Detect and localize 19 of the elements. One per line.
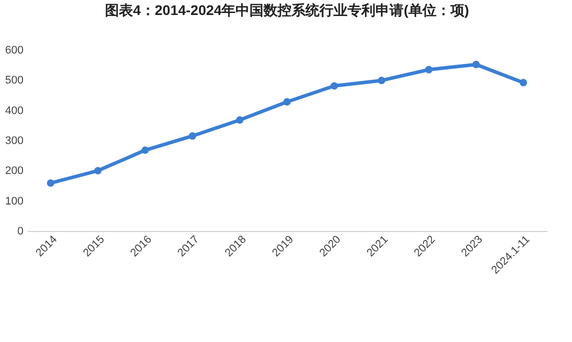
y-tick-label: 500 bbox=[5, 74, 24, 87]
y-tick-label: 300 bbox=[5, 135, 24, 147]
y-tick-label: 400 bbox=[5, 104, 24, 117]
point bbox=[330, 82, 338, 90]
y-tick-label: 600 bbox=[5, 44, 24, 56]
point bbox=[283, 98, 291, 106]
point bbox=[378, 76, 386, 84]
point bbox=[236, 116, 244, 124]
point bbox=[425, 66, 433, 74]
point bbox=[46, 179, 54, 187]
chart-title: 图表4：2014-2024年中国数控系统行业专利申请(单位：项) bbox=[104, 2, 470, 18]
point bbox=[188, 132, 196, 140]
y-tick-label: 100 bbox=[5, 195, 24, 208]
point bbox=[141, 146, 149, 154]
y-tick-label: 0 bbox=[17, 226, 24, 238]
point bbox=[472, 60, 480, 68]
point bbox=[94, 166, 102, 174]
point bbox=[520, 78, 528, 86]
y-tick-label: 200 bbox=[5, 165, 24, 178]
